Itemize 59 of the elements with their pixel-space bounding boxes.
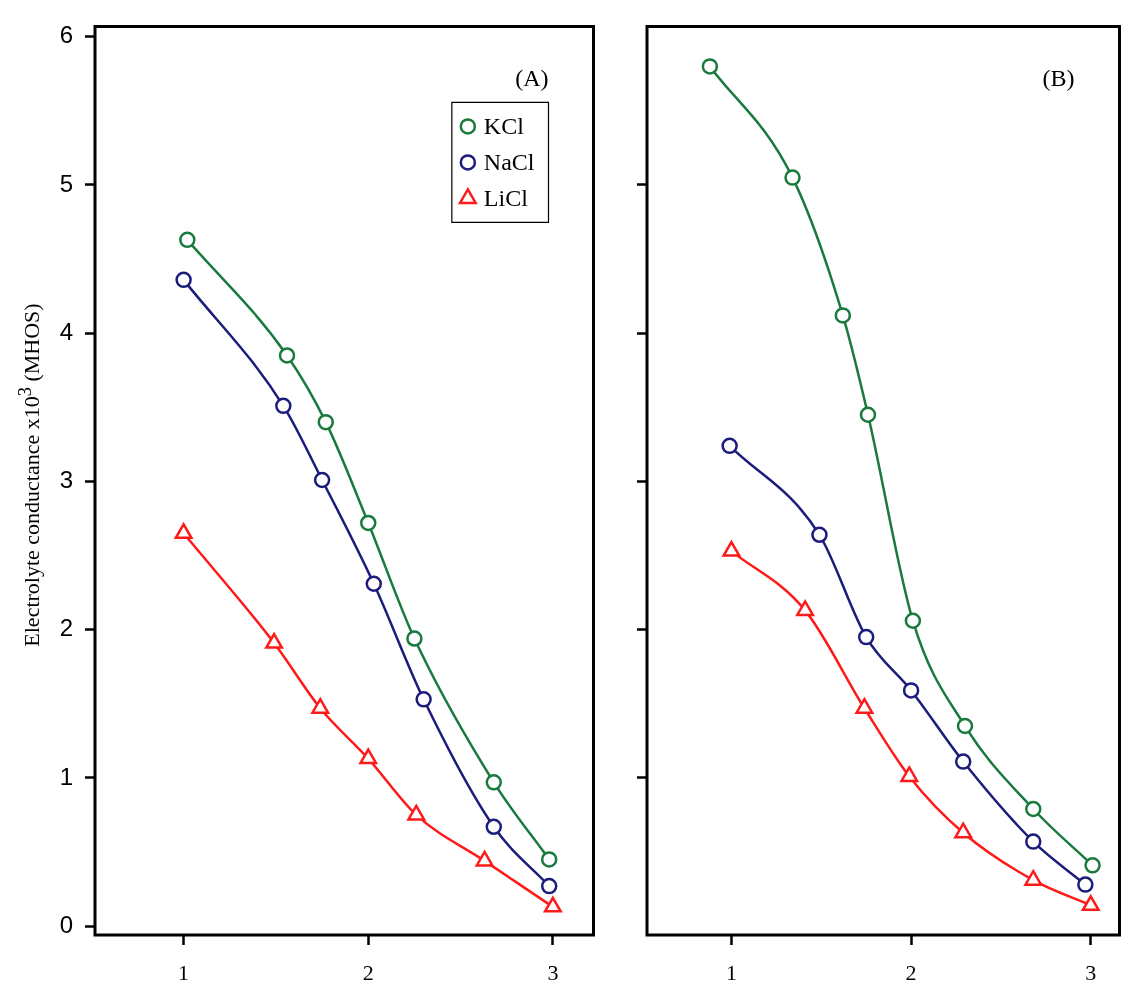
point (796, 600, 815, 617)
point (1084, 857, 1101, 874)
point (365, 575, 383, 592)
point (415, 691, 432, 708)
point (811, 526, 828, 544)
y-tick-label: 2 (59, 614, 73, 642)
point (360, 514, 377, 532)
point (311, 697, 330, 714)
point (859, 406, 877, 423)
annotation: (A) (515, 64, 549, 91)
point (834, 307, 852, 324)
point (904, 612, 922, 630)
legend-label: NaCl (483, 148, 535, 175)
point (317, 413, 335, 431)
point (543, 896, 562, 913)
point (359, 748, 378, 765)
point (175, 271, 192, 289)
point (857, 628, 875, 646)
point (485, 818, 503, 836)
point (902, 682, 920, 699)
point (954, 822, 973, 839)
point (900, 766, 919, 783)
x-tick-label: 3 (547, 959, 559, 985)
point (1081, 895, 1100, 912)
x-tick-label: 1 (178, 959, 190, 985)
point (265, 632, 284, 649)
point (174, 523, 193, 540)
y-tick-label: 4 (59, 317, 73, 345)
y-tick-label: 6 (59, 21, 73, 49)
x-tick-label: 3 (1085, 959, 1097, 985)
point (540, 851, 558, 868)
point (540, 877, 558, 895)
point (475, 850, 494, 867)
legend-label: LiCl (483, 184, 529, 211)
x-tick-label: 1 (725, 959, 737, 985)
point (179, 231, 196, 249)
point (701, 58, 719, 75)
point (784, 169, 801, 186)
annotation: (B) (1042, 64, 1075, 91)
point (313, 471, 331, 489)
point (1025, 800, 1042, 818)
y-tick-label: 5 (59, 169, 73, 197)
x-tick-label: 2 (905, 959, 917, 985)
point (956, 717, 974, 735)
point (721, 437, 738, 455)
x-tick-label: 2 (362, 959, 374, 985)
point (1024, 869, 1043, 886)
point (1077, 876, 1094, 893)
legend-label: KCl (483, 112, 525, 139)
point (485, 774, 503, 791)
y-tick-label: 3 (59, 466, 73, 494)
point (406, 630, 423, 647)
point (1025, 833, 1042, 850)
point (275, 397, 292, 415)
y-tick-label: 1 (59, 762, 73, 790)
point (407, 804, 426, 821)
point (278, 347, 296, 364)
y-tick-label: 0 (59, 910, 73, 938)
point (954, 753, 972, 770)
